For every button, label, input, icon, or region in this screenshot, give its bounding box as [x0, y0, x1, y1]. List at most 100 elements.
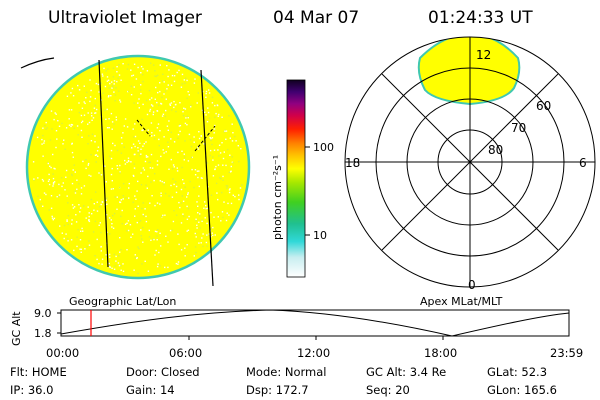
image-speckle	[148, 89, 151, 92]
image-speckle	[108, 217, 111, 219]
image-speckle	[59, 225, 61, 227]
image-speckle	[70, 239, 73, 241]
image-speckle	[222, 216, 224, 219]
image-speckle	[206, 121, 209, 123]
image-speckle	[45, 121, 47, 124]
image-speckle	[193, 255, 195, 257]
image-speckle	[124, 118, 127, 120]
image-speckle	[180, 249, 183, 251]
image-speckle	[108, 265, 111, 268]
image-speckle	[170, 102, 173, 104]
image-speckle	[85, 217, 87, 219]
image-speckle	[81, 107, 84, 109]
image-speckle	[116, 80, 118, 83]
image-speckle	[156, 160, 159, 162]
image-speckle	[158, 104, 160, 106]
image-speckle	[129, 224, 132, 226]
image-speckle	[215, 112, 217, 115]
image-speckle	[137, 147, 139, 149]
image-speckle	[99, 222, 101, 224]
image-speckle	[223, 201, 225, 203]
image-speckle	[63, 139, 65, 141]
image-speckle	[53, 181, 56, 183]
image-speckle	[212, 234, 214, 237]
image-speckle	[158, 251, 160, 254]
image-speckle	[116, 71, 118, 73]
image-speckle	[36, 136, 39, 139]
image-speckle	[134, 256, 136, 259]
image-speckle	[66, 237, 69, 240]
image-speckle	[113, 91, 115, 93]
image-speckle	[186, 79, 188, 82]
image-speckle	[47, 162, 49, 164]
image-speckle	[196, 170, 199, 172]
image-speckle	[120, 269, 122, 271]
timeline-left-caption: Geographic Lat/Lon	[69, 295, 177, 308]
image-speckle	[220, 177, 222, 180]
image-speckle	[190, 104, 192, 107]
image-speckle	[194, 78, 196, 80]
image-speckle	[111, 180, 113, 182]
image-speckle	[71, 182, 74, 185]
image-speckle	[142, 215, 145, 217]
image-speckle	[176, 167, 178, 169]
image-speckle	[165, 109, 167, 112]
image-speckle	[151, 135, 153, 137]
image-speckle	[108, 127, 110, 129]
uv-image-disc	[20, 54, 251, 287]
image-speckle	[132, 74, 135, 76]
image-speckle	[90, 175, 92, 177]
image-speckle	[210, 194, 213, 196]
image-speckle	[150, 153, 153, 156]
image-speckle	[142, 80, 144, 83]
image-speckle	[220, 220, 222, 222]
image-speckle	[135, 198, 137, 200]
image-speckle	[210, 227, 212, 230]
image-speckle	[211, 96, 214, 99]
image-speckle	[189, 180, 191, 183]
image-speckle	[126, 222, 128, 224]
image-speckle	[127, 90, 129, 93]
image-speckle	[238, 194, 240, 196]
image-speckle	[114, 196, 116, 198]
image-speckle	[110, 95, 112, 97]
image-speckle	[54, 112, 56, 114]
status-glon: GLon: 165.6	[487, 383, 557, 397]
image-speckle	[150, 104, 153, 106]
image-speckle	[97, 155, 99, 157]
image-speckle	[182, 179, 184, 181]
image-speckle	[173, 100, 175, 103]
image-speckle	[137, 102, 139, 104]
image-speckle	[98, 91, 100, 93]
image-speckle	[184, 122, 187, 125]
image-speckle	[183, 215, 185, 217]
image-speckle	[111, 84, 114, 87]
image-speckle	[74, 190, 76, 192]
image-speckle	[229, 137, 231, 139]
image-speckle	[101, 263, 103, 265]
image-speckle	[96, 258, 98, 261]
image-speckle	[153, 238, 155, 241]
image-speckle	[126, 126, 129, 128]
image-speckle	[136, 190, 138, 192]
image-speckle	[193, 141, 195, 143]
image-speckle	[216, 192, 218, 194]
mlt-label-dawn: 6	[579, 156, 587, 170]
image-speckle	[156, 265, 159, 268]
image-speckle	[154, 204, 156, 207]
image-speckle	[157, 123, 160, 125]
image-speckle	[105, 118, 107, 120]
image-speckle	[79, 248, 81, 250]
image-speckle	[184, 255, 186, 257]
image-speckle	[143, 169, 146, 171]
timeline-xtick-label: 06:00	[169, 346, 203, 360]
image-speckle	[132, 143, 135, 145]
image-speckle	[88, 215, 90, 218]
image-speckle	[75, 214, 77, 216]
image-speckle	[218, 144, 221, 146]
image-speckle	[85, 167, 87, 170]
image-speckle	[212, 226, 214, 229]
image-speckle	[55, 130, 58, 132]
image-speckle	[196, 227, 198, 229]
image-speckle	[149, 108, 152, 111]
